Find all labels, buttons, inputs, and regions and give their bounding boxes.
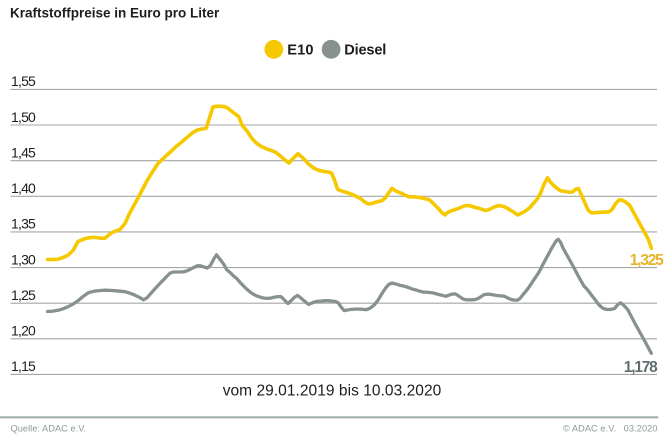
svg-text:Diesel: Diesel: [344, 43, 386, 59]
svg-text:1,20: 1,20: [11, 323, 36, 339]
svg-text:Quelle: ADAC e.V.: Quelle: ADAC e.V.: [11, 423, 87, 433]
svg-text:1,325: 1,325: [630, 252, 664, 269]
svg-text:1,35: 1,35: [11, 216, 36, 232]
svg-text:1,25: 1,25: [11, 287, 36, 303]
svg-text:1,15: 1,15: [11, 358, 36, 374]
svg-text:1,178: 1,178: [624, 359, 658, 376]
svg-text:Kraftstoffpreise in Euro pro L: Kraftstoffpreise in Euro pro Liter: [10, 5, 220, 20]
svg-text:vom 29.01.2019 bis 10.03.2020: vom 29.01.2019 bis 10.03.2020: [223, 382, 442, 399]
svg-text:1,45: 1,45: [11, 145, 36, 161]
svg-text:E10: E10: [287, 43, 313, 59]
svg-text:© ADAC e.V. 03.2020: © ADAC e.V. 03.2020: [563, 424, 658, 434]
svg-text:1,55: 1,55: [11, 73, 36, 89]
svg-text:1,50: 1,50: [11, 109, 36, 125]
svg-text:1,30: 1,30: [11, 251, 36, 267]
svg-text:1,40: 1,40: [11, 180, 36, 196]
